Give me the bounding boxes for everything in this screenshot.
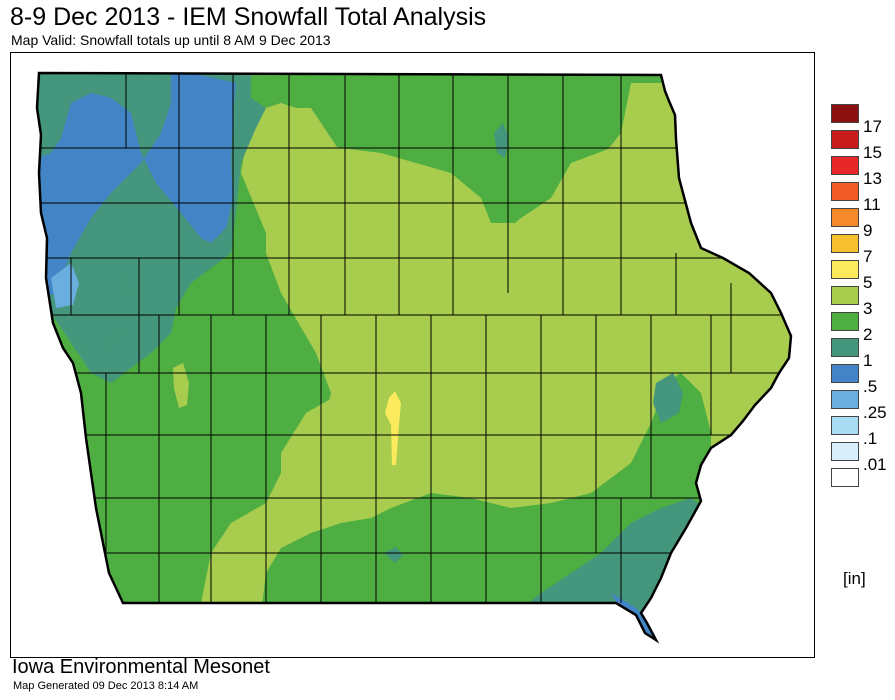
snow-zone-3in-northwest [256, 108, 361, 173]
snow-zone-1in-west-lobe [71, 268, 131, 358]
legend-label: .01 [863, 455, 887, 474]
snow-zone-1in-north-spot [494, 123, 509, 158]
legend-label: 3 [863, 299, 873, 318]
footer-organization: Iowa Environmental Mesonet [12, 656, 270, 678]
legend-swatch [831, 468, 859, 487]
legend-swatch [831, 390, 859, 409]
snow-zone-1in-east [653, 373, 683, 423]
legend-swatch [831, 338, 859, 357]
legend-label: 2 [863, 325, 873, 344]
legend-label: .1 [863, 429, 878, 448]
legend-swatch [831, 208, 859, 227]
legend-swatch [831, 130, 859, 149]
legend-label: 11 [863, 195, 881, 214]
legend-swatch [831, 156, 859, 175]
snow-zone-1in-southeast [516, 498, 711, 633]
legend-swatch [831, 260, 859, 279]
legend-label: 13 [863, 169, 882, 188]
legend-label: 15 [863, 143, 882, 162]
legend-label: 5 [863, 273, 873, 292]
map-subtitle: Map Valid: Snowfall totals up until 8 AM… [11, 32, 331, 48]
iowa-state-outline [35, 71, 793, 644]
snow-zone-3in-central-east [261, 83, 711, 498]
legend-label: 17 [863, 117, 882, 136]
snow-zone-5in-central [385, 391, 401, 465]
legend-label: 1 [863, 351, 873, 370]
legend-swatch [831, 416, 859, 435]
legend-swatch [831, 312, 859, 331]
snow-zone-half-in-northwest [37, 73, 236, 303]
legend-units: [in] [843, 569, 866, 588]
iowa-snowfall-map [35, 71, 793, 644]
legend-label: 7 [863, 247, 873, 266]
snow-zone-quarter-in-west [51, 263, 79, 308]
legend-swatch [831, 104, 859, 123]
legend-swatch [831, 286, 859, 305]
map-title: 8-9 Dec 2013 - IEM Snowfall Total Analys… [10, 3, 487, 31]
legend-swatch [831, 442, 859, 461]
legend-swatch [831, 182, 859, 201]
legend-label: .5 [863, 377, 878, 396]
snow-zone-3in-spot [173, 363, 189, 408]
legend-label: .25 [863, 403, 887, 422]
map-panel [10, 52, 815, 658]
snow-zone-1in-south-spot [384, 547, 403, 563]
legend-label: 9 [863, 221, 873, 240]
footer-generated-time: Map Generated 09 Dec 2013 8:14 AM [13, 680, 199, 692]
legend-swatch [831, 234, 859, 253]
legend-swatch [831, 364, 859, 383]
